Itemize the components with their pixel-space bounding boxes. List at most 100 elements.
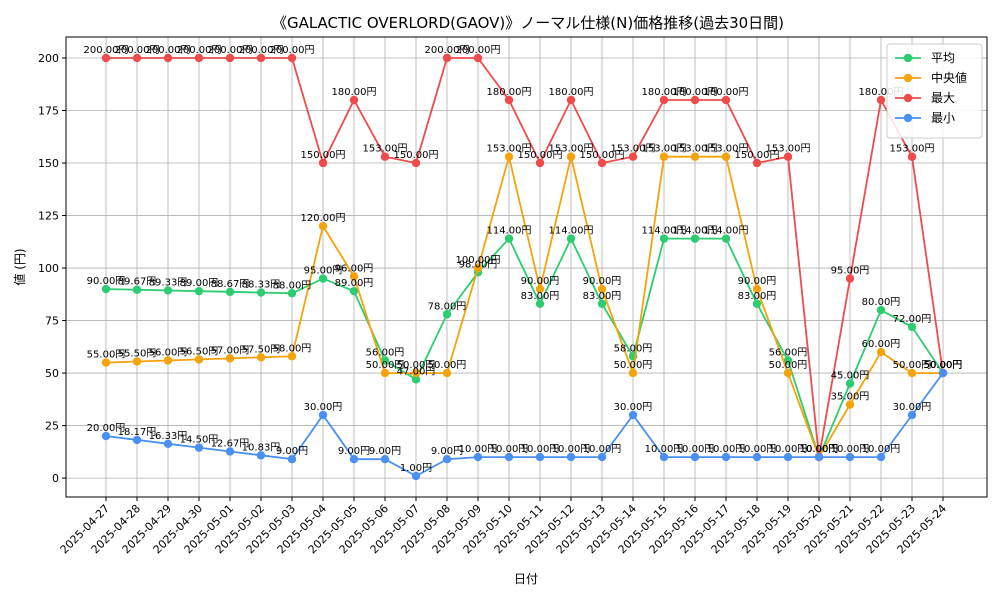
- data-label-中央値: 50.00円: [893, 360, 932, 371]
- data-label-最小: 16.33円: [149, 431, 188, 442]
- data-point-最小: [163, 439, 173, 448]
- data-label-最小: 10.00円: [862, 444, 901, 455]
- y-tick-label: 100: [38, 262, 59, 275]
- data-point-最大: [659, 95, 669, 105]
- data-label-中央値: 96.00円: [335, 263, 374, 274]
- data-label-平均: 88.33円: [242, 280, 281, 291]
- data-point-最小: [566, 452, 576, 462]
- data-label-最大: 180.00円: [673, 87, 718, 98]
- data-label-最小: 20.00円: [87, 423, 126, 434]
- series-line-最小: [105, 372, 944, 478]
- data-label-平均: 72.00円: [893, 314, 932, 325]
- data-label-平均: 89.33円: [149, 277, 188, 288]
- data-label-中央値: 153.00円: [487, 144, 532, 155]
- data-label-平均: 83.00円: [583, 291, 622, 302]
- data-point-最大: [845, 274, 855, 283]
- data-point-最小: [938, 368, 948, 378]
- data-point-最小: [349, 454, 359, 464]
- data-label-平均: 83.00円: [738, 291, 777, 302]
- data-label-最小: 10.00円: [800, 444, 839, 455]
- data-label-中央値: 120.00円: [301, 213, 346, 224]
- data-point-最小: [721, 452, 731, 462]
- data-label-平均: 114.00円: [549, 226, 594, 237]
- data-point-最小: [628, 410, 638, 420]
- data-label-最小: 10.00円: [490, 444, 529, 455]
- data-label-最大: 180.00円: [549, 87, 594, 98]
- data-label-最大: 200.00円: [177, 45, 222, 56]
- data-label-中央値: 56.00円: [149, 347, 188, 358]
- data-point-中央値: [318, 221, 328, 231]
- data-label-最大: 180.00円: [704, 87, 749, 98]
- data-point-最大: [349, 95, 359, 105]
- y-tick-label: 175: [38, 105, 59, 118]
- data-label-最小: 10.00円: [707, 444, 746, 455]
- data-point-中央値: [256, 353, 266, 362]
- data-point-最大: [473, 53, 483, 63]
- data-label-最大: 180.00円: [332, 87, 377, 98]
- series-line-平均: [105, 236, 944, 460]
- data-point-中央値: [349, 272, 359, 281]
- data-point-中央値: [473, 263, 483, 273]
- data-point-最大: [287, 53, 297, 63]
- data-label-中央値: 90.00円: [738, 276, 777, 287]
- data-point-平均: [163, 286, 173, 295]
- data-point-最大: [690, 95, 700, 105]
- data-label-最大: 200.00円: [115, 45, 160, 56]
- data-label-中央値: 60.00円: [862, 339, 901, 350]
- data-label-最小: 9.00円: [338, 446, 370, 457]
- data-label-平均: 114.00円: [642, 226, 687, 237]
- data-point-最大: [194, 53, 204, 63]
- data-label-平均: 98.00円: [459, 259, 498, 270]
- data-point-最小: [783, 452, 793, 462]
- data-point-中央値: [907, 368, 917, 378]
- data-label-最小: 30.00円: [614, 402, 653, 413]
- data-point-平均: [597, 299, 607, 308]
- data-point-最大: [504, 95, 514, 105]
- data-point-中央値: [380, 368, 390, 378]
- data-point-最大: [442, 53, 452, 63]
- data-point-最大: [101, 53, 111, 63]
- data-label-最大: 180.00円: [642, 87, 687, 98]
- data-label-中央値: 50.00円: [924, 360, 963, 371]
- legend-label-平均: 平均: [931, 51, 955, 65]
- data-label-最小: 10.00円: [738, 444, 777, 455]
- data-label-最大: 180.00円: [859, 87, 904, 98]
- data-label-中央値: 50.00円: [769, 360, 808, 371]
- data-label-平均: 58.00円: [614, 343, 653, 354]
- data-label-最大: 153.00円: [363, 144, 408, 155]
- data-label-中央値: 50.00円: [397, 360, 436, 371]
- data-label-平均: 10.00円: [800, 444, 839, 455]
- data-point-最大: [783, 152, 793, 161]
- legend-label-最小: 最小: [931, 111, 955, 125]
- data-point-中央値: [597, 284, 607, 294]
- data-point-最小: [659, 452, 669, 462]
- data-label-最大: 200.00円: [425, 45, 470, 56]
- data-label-最小: 1.00円: [400, 463, 432, 474]
- data-label-最大: 95.00円: [831, 266, 870, 277]
- data-point-最小: [876, 452, 886, 462]
- data-point-平均: [411, 375, 421, 384]
- data-label-平均: 78.00円: [428, 301, 467, 312]
- data-label-最小: 10.00円: [583, 444, 622, 455]
- data-point-平均: [504, 234, 514, 243]
- data-point-最大: [597, 158, 607, 168]
- y-tick-label: 50: [45, 367, 59, 380]
- legend-marker-最小: [903, 113, 913, 123]
- y-tick-label: 25: [45, 420, 59, 433]
- chart-title: 《GALACTIC OVERLORD(GAOV)》ノーマル仕様(N)価格推移(過…: [272, 14, 784, 32]
- data-label-最大: 10.00円: [800, 444, 839, 455]
- data-label-最小: 10.00円: [521, 444, 560, 455]
- data-point-中央値: [628, 368, 638, 378]
- data-label-中央値: 57.00円: [211, 345, 250, 356]
- data-label-中央値: 153.00円: [673, 144, 718, 155]
- data-label-平均: 88.67円: [211, 279, 250, 290]
- data-point-最小: [907, 410, 917, 420]
- data-point-最大: [907, 152, 917, 161]
- data-point-中央値: [504, 152, 514, 161]
- data-label-最小: 10.83円: [242, 442, 281, 453]
- data-point-平均: [876, 305, 886, 315]
- data-point-平均: [318, 274, 328, 283]
- series-line-中央値: [105, 155, 943, 460]
